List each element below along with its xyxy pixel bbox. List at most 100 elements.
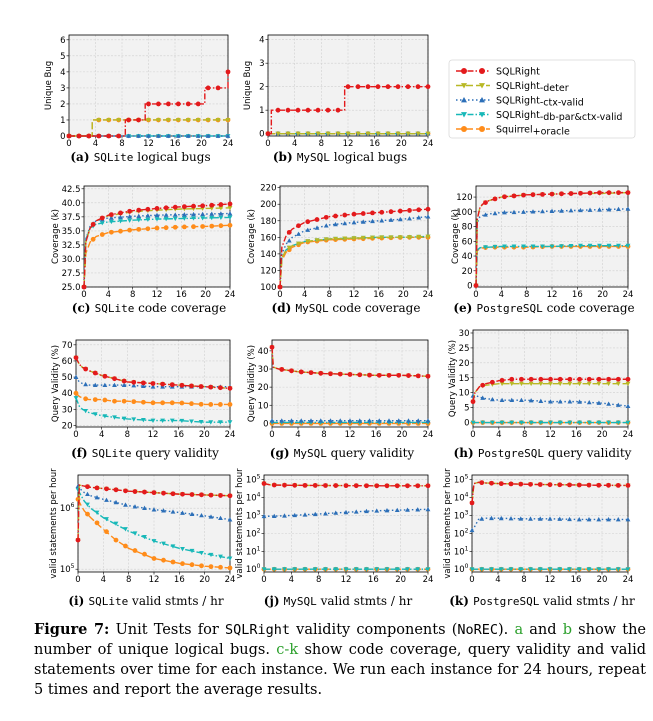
y-tick-exponent: 5 — [71, 563, 75, 570]
data-point — [112, 415, 117, 420]
panel-caption: (a) SQLite logical bugs — [70, 150, 210, 164]
x-tick-label: 8 — [327, 290, 332, 300]
x-tick-label: 4 — [495, 575, 500, 585]
y-tick-label: 10 — [258, 401, 269, 411]
data-point — [499, 397, 505, 403]
data-point — [586, 482, 592, 488]
data-point — [538, 381, 544, 387]
y-tick-exponent: 1 — [465, 545, 469, 552]
legend-label: SQLRight — [496, 67, 540, 78]
panel-caption: (b) MySQL logical bugs — [273, 150, 407, 164]
data-point — [567, 376, 573, 382]
data-point — [160, 418, 166, 423]
data-point — [407, 208, 412, 213]
x-tick-label: 8 — [126, 575, 131, 585]
chart-d: 0 4 8 12 16 20 24 100 120 140 160 180 200 220 Coverage… — [247, 184, 433, 315]
x-tick-label: 16 — [368, 575, 379, 585]
series-db_par_ctx_valid — [469, 567, 631, 572]
data-point — [92, 382, 98, 388]
x-tick-label: 4 — [99, 430, 104, 440]
data-point — [136, 213, 142, 218]
data-point — [521, 209, 526, 214]
data-point — [597, 207, 602, 212]
caption-ref-a[interactable]: a — [514, 622, 524, 638]
data-point — [289, 418, 294, 423]
data-point — [557, 381, 563, 387]
data-point — [323, 483, 328, 488]
data-point — [179, 400, 185, 406]
data-point — [208, 564, 214, 570]
data-point — [323, 511, 328, 516]
data-point — [185, 118, 191, 123]
caption-ref-b[interactable]: b — [562, 622, 572, 638]
data-point — [131, 417, 137, 422]
data-point — [353, 567, 359, 572]
series-sqlright — [277, 206, 431, 290]
data-point — [549, 244, 555, 249]
data-point — [181, 204, 187, 210]
data-point — [374, 483, 380, 489]
data-point — [538, 420, 544, 425]
data-point — [351, 220, 357, 225]
data-point — [405, 507, 410, 512]
data-point — [96, 133, 102, 139]
data-point — [104, 497, 109, 502]
panel-caption-label: (g) — [270, 446, 294, 460]
data-point — [470, 420, 476, 425]
data-point — [615, 420, 621, 425]
data-point — [199, 550, 204, 556]
y-axis-label: Query Validity (%) — [247, 345, 257, 422]
x-tick-label: 12 — [545, 575, 556, 585]
data-point — [208, 402, 214, 407]
data-point — [81, 284, 87, 290]
data-point — [425, 567, 431, 572]
data-point — [519, 397, 524, 403]
data-point — [615, 381, 621, 387]
data-point — [396, 418, 402, 423]
data-point — [425, 373, 431, 379]
data-point — [388, 235, 394, 240]
data-point — [406, 373, 411, 378]
panel-caption-db: SQLite — [92, 447, 132, 460]
data-point — [576, 567, 582, 572]
series-ctx_valid — [269, 418, 431, 423]
y-tick-exponent: 2 — [257, 527, 261, 534]
series-db_par_ctx_valid — [75, 487, 233, 561]
data-point — [538, 398, 544, 403]
data-point — [364, 483, 369, 489]
y-tick-label: 4 — [259, 36, 264, 46]
data-point — [325, 107, 331, 113]
data-point — [172, 204, 178, 210]
data-point — [509, 381, 515, 387]
caption-ref-ck[interactable]: c-k — [276, 642, 299, 658]
data-point — [191, 216, 196, 221]
data-point — [275, 131, 281, 137]
legend-marker — [479, 68, 485, 74]
data-point — [198, 401, 204, 407]
y-tick-label: 40 — [258, 347, 269, 357]
y-tick-label: 50 — [62, 373, 73, 383]
x-tick-label: 16 — [176, 290, 187, 300]
data-point — [140, 418, 146, 423]
y-axis-label: Coverage (k) — [451, 209, 461, 264]
data-point — [218, 493, 223, 498]
legend-marker — [461, 68, 467, 74]
y-axis-label: valid statements per hour — [235, 468, 245, 579]
data-point — [499, 420, 505, 425]
legend-marker — [479, 112, 485, 118]
data-point — [161, 508, 166, 513]
y-tick-label: 40.0 — [62, 199, 81, 209]
data-point — [302, 567, 308, 572]
y-tick-label: 80 — [462, 223, 473, 233]
data-point — [415, 483, 421, 489]
data-point — [146, 133, 151, 138]
data-point — [261, 481, 267, 486]
data-point — [66, 133, 72, 139]
x-tick-label: 0 — [277, 290, 282, 300]
y-tick-label: 102 — [246, 527, 261, 539]
data-point — [113, 487, 119, 493]
data-point — [145, 226, 151, 232]
data-point — [275, 107, 281, 113]
data-point — [121, 378, 127, 384]
chart-e: 0 4 8 12 16 20 24 0 20 40 60 80 100 120 Coverage (k) (e… — [451, 185, 635, 315]
